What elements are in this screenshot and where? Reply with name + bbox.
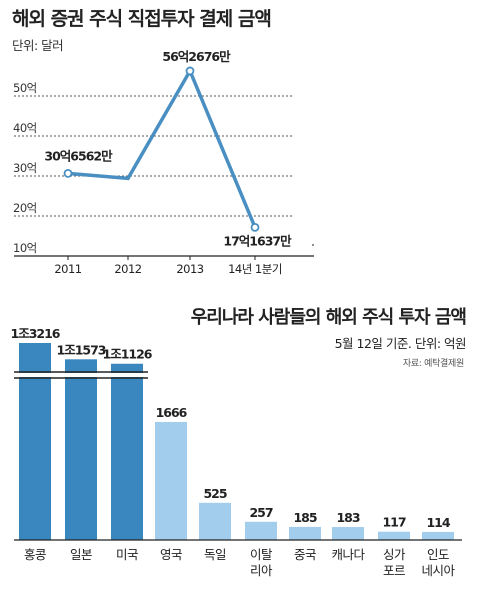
x-tick-label: 2012 [114,262,141,276]
data-label: 56억2676만 [162,49,231,64]
data-label: 30억6562만 [44,148,113,163]
bar [155,422,187,540]
y-tick-label: 30억 [13,161,37,175]
category-label: 영국 [160,547,182,562]
bar [245,521,277,540]
bar-chart-title: 우리나라 사람들의 해외 주식 투자 금액 [190,307,467,328]
line-chart: 10억 20억 30억 40억 50억 2011 2012 2013 14년 1분기 30억656… [13,49,314,276]
category-label: 포르 [383,563,405,578]
line-chart-title: 해외 증권 주식 직접투자 결제 금액 [12,8,272,30]
series-line [67,66,257,229]
bar-value-label: 1조1573 [57,342,106,357]
category-label: 캐나다 [331,547,365,562]
category-label: 독일 [204,547,226,562]
bar [378,531,410,540]
data-point [250,222,260,232]
data-point [63,168,73,178]
bar [65,359,97,540]
data-point [185,66,195,76]
bar-value-label: 185 [293,510,316,525]
bar-value-label: 114 [426,515,450,530]
bar-value-label: 1조1126 [103,347,153,362]
category-label: 네시아 [421,563,455,578]
category-label: 인도 [427,547,449,562]
bar [111,363,143,540]
category-label: 싱가 [383,547,406,562]
axis-break-gap [14,373,148,377]
category-label: 이탈 [250,547,273,562]
y-tick-label: 50억 [13,81,37,95]
x-tick-label: 2011 [54,262,81,276]
bar-value-label: 1조3216 [11,326,61,341]
category-label: 중국 [294,547,316,562]
category-label: 리아 [250,563,273,578]
bar-value-label: 183 [336,510,359,525]
bar [332,527,364,540]
category-label: 미국 [116,547,138,562]
category-label: 홍콩 [24,547,46,562]
bar-chart-source: 자료: 예탁결제원 [402,359,464,369]
y-tick-label: 10억 [13,241,37,255]
bar [422,531,454,540]
line-chart-unit: 단위: 달러 [12,38,64,53]
x-tick-label: 14년 1분기 [228,262,282,276]
bar-value-label: 1666 [156,405,188,420]
bar [199,502,231,540]
bar-value-label: 525 [203,486,226,501]
bar-value-label: 257 [249,505,272,520]
y-tick-label: 40억 [13,121,37,135]
category-label: 일본 [70,547,92,562]
bar-value-label: 117 [382,515,405,530]
x-tick-label: 2013 [176,262,203,276]
bar [289,526,321,540]
bar-chart-note: 5월 12일 기준. 단위: 억원 [334,336,467,351]
y-tick-label: 20억 [13,201,37,215]
data-label: 17억1637만 [223,233,292,248]
